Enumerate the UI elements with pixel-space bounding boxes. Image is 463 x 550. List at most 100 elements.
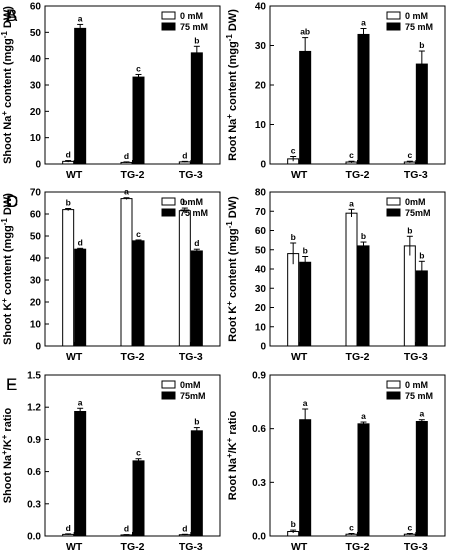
y-tick-label: 10 bbox=[30, 133, 42, 144]
y-tick-label: 0 bbox=[35, 160, 41, 171]
panel-label: F bbox=[6, 375, 16, 394]
legend-label: 75mM bbox=[180, 391, 206, 401]
y-tick-label: 40 bbox=[30, 254, 42, 265]
significance-letter: b bbox=[66, 198, 71, 208]
y-tick-label: 0.6 bbox=[27, 467, 41, 478]
legend-label: 0mM bbox=[405, 197, 426, 207]
legend-label: 75 mM bbox=[180, 208, 208, 218]
y-tick-label: 30 bbox=[30, 81, 42, 92]
y-tick-label: 50 bbox=[30, 28, 42, 39]
significance-letter: d bbox=[182, 150, 187, 160]
legend-swatch bbox=[386, 391, 401, 400]
y-axis-label-part: DW) bbox=[227, 9, 239, 34]
panel-label: A bbox=[6, 6, 18, 25]
legend-swatch bbox=[161, 391, 176, 400]
significance-letter: b bbox=[291, 519, 296, 529]
y-tick-label: 0.6 bbox=[252, 424, 266, 435]
legend-label: 75mM bbox=[405, 208, 431, 218]
y-axis-label-part: DW) bbox=[2, 193, 14, 218]
significance-letter: d bbox=[124, 524, 129, 534]
bar-salt bbox=[190, 430, 203, 537]
bar-salt bbox=[132, 240, 145, 347]
y-tick-label: 10 bbox=[30, 320, 42, 331]
significance-letter: a bbox=[124, 187, 129, 197]
significance-letter: b bbox=[419, 40, 424, 50]
y-axis-label-part: /K bbox=[227, 442, 239, 453]
y-tick-label: 0 bbox=[260, 342, 266, 353]
y-axis-label: Shoot Na+ content (mgg-1 DW) bbox=[0, 6, 14, 164]
significance-letter: c bbox=[136, 63, 141, 73]
y-axis-label-part: content (mgg bbox=[227, 228, 239, 301]
y-axis-label-part: + bbox=[225, 453, 234, 458]
panel-a: A 0 10 20 30 40 50 60 Shoot Na+ content (mgg-1 D… bbox=[0, 2, 221, 181]
y-tick-label: 50 bbox=[255, 245, 267, 256]
significance-letter: c bbox=[291, 145, 296, 155]
x-tick-label: TG-3 bbox=[179, 541, 203, 550]
y-axis-label-part: + bbox=[225, 301, 234, 306]
y-axis-label-part: Shoot K bbox=[2, 303, 14, 345]
y-tick-label: 20 bbox=[30, 107, 42, 118]
bar-salt bbox=[415, 421, 428, 537]
y-axis-label-part: Root Na bbox=[227, 118, 239, 161]
bar-salt bbox=[299, 419, 312, 537]
x-tick-label: TG-2 bbox=[346, 541, 370, 550]
y-axis-label-part: content (mgg bbox=[2, 225, 14, 298]
legend-label: 0 mM bbox=[405, 11, 428, 21]
x-tick-label: WT bbox=[66, 169, 83, 181]
x-tick-label: WT bbox=[291, 351, 308, 363]
y-axis-label-part: /K bbox=[2, 439, 14, 450]
y-axis-label-part: content (mgg bbox=[2, 38, 14, 111]
significance-letter: c bbox=[136, 229, 141, 239]
panel-b: B 0 10 20 30 40 Root Na+ content (mgg-1 DW) WT c… bbox=[6, 2, 446, 181]
x-tick-label: TG-3 bbox=[404, 169, 428, 181]
bar-salt bbox=[299, 50, 312, 165]
y-axis-label-part: ratio bbox=[227, 411, 239, 438]
x-tick-label: TG-3 bbox=[404, 351, 428, 363]
y-tick-label: 70 bbox=[30, 188, 42, 199]
y-axis-label-part: Shoot Na bbox=[2, 454, 14, 503]
legend-swatch bbox=[161, 197, 176, 206]
y-tick-label: 30 bbox=[255, 284, 267, 295]
legend-swatch bbox=[386, 208, 401, 217]
bar-salt bbox=[74, 27, 87, 165]
y-tick-label: 60 bbox=[255, 226, 267, 237]
significance-letter: b bbox=[303, 245, 308, 255]
bar-control bbox=[403, 245, 416, 347]
bar-salt bbox=[190, 250, 203, 347]
panel-label: B bbox=[6, 6, 17, 25]
y-axis-label-part: Shoot Na bbox=[2, 115, 14, 164]
y-axis-label-part: + bbox=[0, 111, 9, 116]
x-tick-label: TG-3 bbox=[179, 351, 203, 363]
y-axis-label: Root Na+ content (mgg-1 DW) bbox=[225, 9, 240, 161]
significance-letter: b bbox=[407, 225, 412, 235]
y-tick-label: 1.2 bbox=[27, 403, 41, 414]
x-tick-label: WT bbox=[66, 541, 83, 550]
y-axis-label-part: content (mgg bbox=[227, 41, 239, 114]
significance-letter: b bbox=[194, 417, 199, 427]
significance-letter: d bbox=[194, 238, 199, 248]
y-axis-label: Shoot Na+/K+ ratio bbox=[0, 407, 14, 503]
significance-letter: a bbox=[78, 13, 83, 23]
y-axis-label: Shoot K+ content (mgg-1 DW) bbox=[0, 193, 14, 345]
significance-letter: b bbox=[291, 232, 296, 242]
y-axis-label-part: -1 bbox=[0, 218, 9, 226]
bar-salt bbox=[132, 76, 145, 165]
y-axis-label-part: Root K bbox=[227, 306, 239, 342]
significance-letter: d bbox=[78, 237, 83, 247]
significance-letter: a bbox=[419, 409, 424, 419]
y-tick-label: 1.5 bbox=[27, 371, 41, 382]
y-axis-label-part: + bbox=[225, 114, 234, 119]
y-tick-label: 20 bbox=[255, 303, 267, 314]
y-tick-label: 40 bbox=[255, 2, 267, 13]
y-axis-label-part: + bbox=[0, 450, 9, 455]
significance-letter: d bbox=[66, 523, 71, 533]
legend-label: 75 mM bbox=[405, 22, 433, 32]
significance-letter: b bbox=[419, 250, 424, 260]
significance-letter: a bbox=[303, 398, 308, 408]
legend-label: 0 mM bbox=[180, 11, 203, 21]
y-tick-label: 0 bbox=[260, 160, 266, 171]
significance-letter: a bbox=[361, 18, 366, 28]
x-tick-label: TG-2 bbox=[121, 351, 145, 363]
y-axis-label: Root Na+/K+ ratio bbox=[225, 411, 240, 501]
y-axis-label-part: DW) bbox=[2, 6, 14, 31]
